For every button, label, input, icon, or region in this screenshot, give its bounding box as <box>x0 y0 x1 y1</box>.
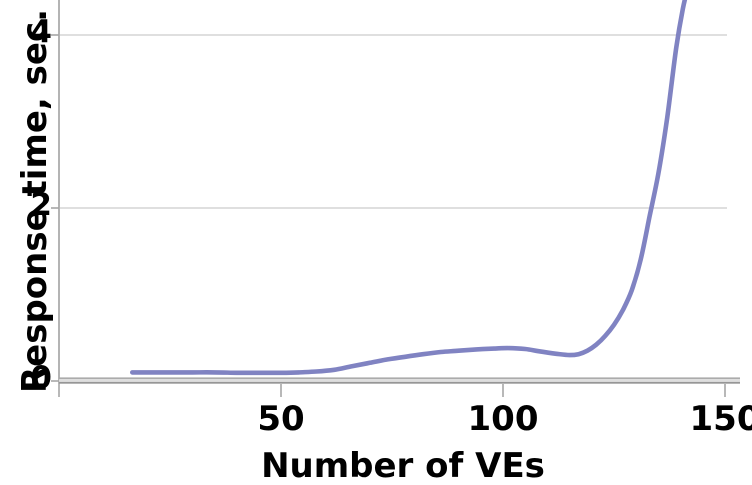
x-tick-label-50: 50 <box>257 399 305 439</box>
x-tick-label-150: 150 <box>689 399 752 439</box>
x-axis-title: Number of VEs <box>261 446 545 485</box>
x-axis-baseline-highlight <box>59 379 740 382</box>
x-axis-baseline <box>59 377 740 380</box>
x-tick-label-100: 100 <box>467 399 539 439</box>
response-time-curve <box>130 0 688 376</box>
y-tick-label-4: 4 <box>30 14 52 50</box>
y-tick-label-2: 2 <box>30 187 52 223</box>
x-axis-baseline-shadow <box>59 381 740 384</box>
y-tick-label-0: 0 <box>30 360 52 396</box>
